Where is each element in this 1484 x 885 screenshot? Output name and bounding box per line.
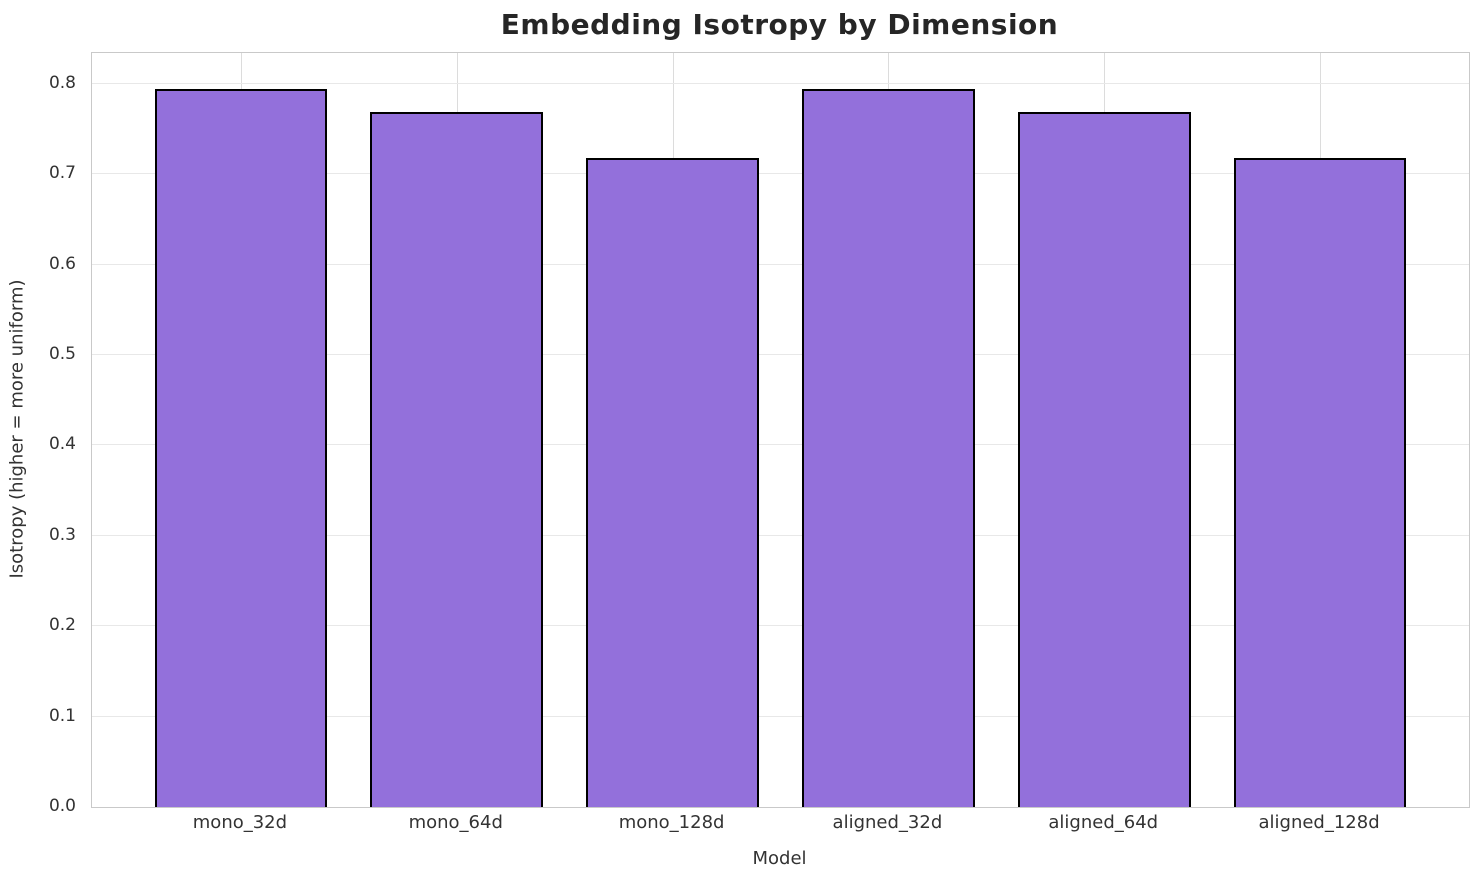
y-tick-label: 0.3 bbox=[48, 524, 76, 545]
bar-mono_128d bbox=[586, 157, 759, 807]
y-tick-label: 0.6 bbox=[48, 253, 76, 274]
x-tick-label: aligned_32d bbox=[832, 812, 943, 833]
y-tick-label: 0.8 bbox=[48, 72, 76, 93]
plot-area bbox=[91, 52, 1470, 808]
y-tick-label: 0.0 bbox=[48, 796, 76, 816]
x-axis-label: Model bbox=[752, 848, 807, 869]
x-tick-label: aligned_64d bbox=[1048, 812, 1159, 833]
bar-aligned_32d bbox=[802, 89, 975, 807]
y-tick-label: 0.4 bbox=[48, 434, 76, 455]
bar-mono_32d bbox=[154, 89, 328, 807]
y-gridline bbox=[92, 625, 1469, 627]
y-tick-label: 0.5 bbox=[48, 343, 76, 364]
x-tick-label: mono_128d bbox=[618, 812, 725, 833]
y-gridline bbox=[92, 263, 1469, 265]
y-tick-label: 0.1 bbox=[48, 705, 76, 726]
bar-mono_64d bbox=[370, 111, 544, 807]
y-gridline bbox=[92, 444, 1469, 446]
bar-aligned_64d bbox=[1017, 111, 1191, 807]
y-axis-ticks: 0.0 0.1 0.2 0.3 0.4 0.5 0.6 0.7 0.8 bbox=[0, 52, 80, 816]
x-tick-label: mono_64d bbox=[408, 812, 503, 833]
chart-title: Embedding Isotropy by Dimension bbox=[500, 8, 1059, 41]
y-tick-label: 0.2 bbox=[48, 615, 76, 636]
y-gridline bbox=[92, 82, 1469, 84]
x-tick-label: aligned_128d bbox=[1258, 812, 1380, 833]
x-tick-label: mono_32d bbox=[192, 812, 288, 833]
bar-aligned_128d bbox=[1233, 157, 1407, 807]
y-gridline bbox=[92, 715, 1469, 717]
y-gridline bbox=[92, 534, 1469, 536]
y-gridline bbox=[92, 353, 1469, 355]
x-axis-ticks: mono_32d mono_64d mono_128d aligned_32d alig… bbox=[91, 812, 1468, 842]
y-gridline bbox=[92, 173, 1469, 175]
y-tick-label: 0.7 bbox=[48, 163, 76, 184]
